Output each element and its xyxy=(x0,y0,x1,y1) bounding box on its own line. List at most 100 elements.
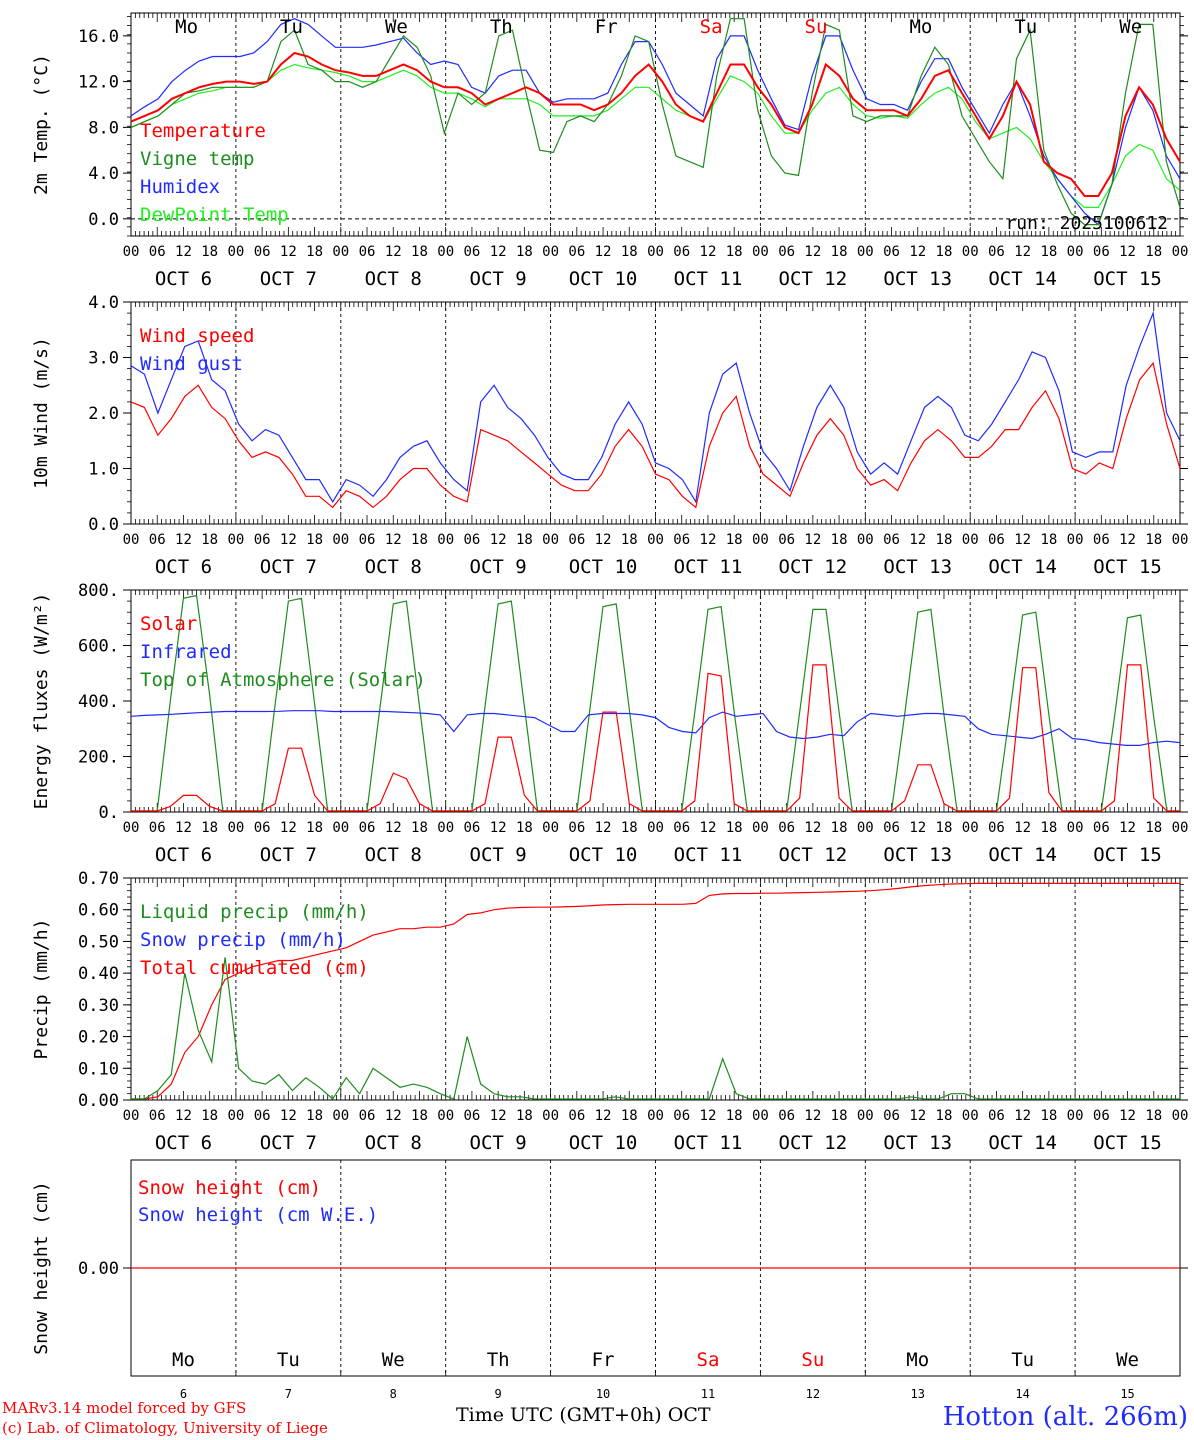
hour-label: 06 xyxy=(988,1108,1005,1124)
hour-label: 00 xyxy=(332,244,349,260)
hour-label: 12 xyxy=(909,244,926,260)
hour-label: 06 xyxy=(883,532,900,548)
date-label: OCT 14 xyxy=(988,844,1057,866)
hour-label: 18 xyxy=(516,244,533,260)
hour-label: 18 xyxy=(1145,244,1162,260)
hour-label: 12 xyxy=(909,1108,926,1124)
day-number-label: 11 xyxy=(701,1387,715,1401)
hour-label: 00 xyxy=(437,244,454,260)
hour-label: 06 xyxy=(149,820,166,836)
hour-label: 18 xyxy=(726,1108,743,1124)
weekday-label: Tu xyxy=(280,16,303,38)
y-tick-label: 0.30 xyxy=(78,996,119,1016)
hour-label: 12 xyxy=(280,820,297,836)
hour-label: 06 xyxy=(359,244,376,260)
hour-label: 18 xyxy=(831,820,848,836)
hour-label: 06 xyxy=(1093,1108,1110,1124)
hour-label: 00 xyxy=(437,820,454,836)
hour-label: 12 xyxy=(595,1108,612,1124)
weekday-label: Sa xyxy=(697,1349,720,1371)
hour-label: 12 xyxy=(1119,532,1136,548)
hour-label: 18 xyxy=(201,1108,218,1124)
date-label: OCT 10 xyxy=(569,556,638,578)
day-number-label: 9 xyxy=(495,1387,502,1401)
date-label: OCT 7 xyxy=(260,844,317,866)
hour-label: 12 xyxy=(175,820,192,836)
day-number-label: 15 xyxy=(1120,1387,1134,1401)
hour-label: 00 xyxy=(1172,1108,1189,1124)
hour-label: 12 xyxy=(1119,244,1136,260)
hour-label: 00 xyxy=(1067,244,1084,260)
chart-panel-temp: 0.0 4.0 8.0 12.0 16.0 2m Temp. (°C) Temperatur… xyxy=(31,12,1189,290)
hour-label: 12 xyxy=(1119,1108,1136,1124)
hour-label: 18 xyxy=(936,820,953,836)
series-line-dewpoint-temp xyxy=(130,63,1181,208)
lab-credit: (c) Lab. of Climatology, University of L… xyxy=(2,1419,328,1437)
hour-label: 00 xyxy=(857,820,874,836)
hour-label: 18 xyxy=(516,1108,533,1124)
legend-entry: DewPoint Temp xyxy=(140,204,289,226)
date-label: OCT 15 xyxy=(1093,268,1162,290)
hour-label: 06 xyxy=(1093,532,1110,548)
hour-label: 12 xyxy=(175,244,192,260)
weekday-label: Tu xyxy=(1014,16,1037,38)
hour-label: 00 xyxy=(1172,244,1189,260)
date-label: OCT 6 xyxy=(155,1132,212,1154)
legend-entry: Snow height (cm W.E.) xyxy=(138,1204,378,1226)
date-label: OCT 10 xyxy=(569,1132,638,1154)
hour-label: 00 xyxy=(857,1108,874,1124)
hour-label: 06 xyxy=(673,532,690,548)
legend-entry: Liquid precip (mm/h) xyxy=(140,901,369,923)
hour-label: 18 xyxy=(411,820,428,836)
hour-label: 18 xyxy=(726,244,743,260)
day-number-label: 6 xyxy=(180,1387,187,1401)
y-tick-label: 600. xyxy=(78,637,119,657)
date-label: OCT 11 xyxy=(674,268,743,290)
hour-label: 12 xyxy=(1014,820,1031,836)
date-label: OCT 6 xyxy=(155,556,212,578)
date-label: OCT 13 xyxy=(883,1132,952,1154)
hour-label: 00 xyxy=(962,1108,979,1124)
hour-label: 12 xyxy=(595,532,612,548)
hour-label: 00 xyxy=(752,244,769,260)
date-label: OCT 15 xyxy=(1093,1132,1162,1154)
hour-label: 12 xyxy=(909,820,926,836)
hour-label: 18 xyxy=(306,820,323,836)
weekday-label: Tu xyxy=(1011,1349,1034,1371)
weekday-label: We xyxy=(382,1349,405,1371)
hour-label: 12 xyxy=(909,532,926,548)
y-tick-label: 0.20 xyxy=(78,1028,119,1048)
legend-entry: Wind speed xyxy=(140,325,254,347)
series-line-wind-gust xyxy=(130,310,1181,504)
hour-label: 18 xyxy=(831,532,848,548)
date-label: OCT 12 xyxy=(779,1132,848,1154)
date-label: OCT 9 xyxy=(470,556,527,578)
hour-label: 06 xyxy=(883,1108,900,1124)
hour-label: 06 xyxy=(778,820,795,836)
weekday-label: Su xyxy=(801,1349,824,1371)
series-line-temperature xyxy=(130,51,1181,197)
hour-label: 12 xyxy=(700,1108,717,1124)
y-tick-label: 8.0 xyxy=(88,118,119,138)
legend-entry: Snow height (cm) xyxy=(138,1177,321,1199)
date-label: OCT 15 xyxy=(1093,556,1162,578)
day-number-label: 7 xyxy=(285,1387,292,1401)
hour-label: 00 xyxy=(1172,532,1189,548)
hour-label: 18 xyxy=(1145,820,1162,836)
hour-label: 12 xyxy=(385,1108,402,1124)
hour-label: 06 xyxy=(883,820,900,836)
hour-label: 18 xyxy=(1145,1108,1162,1124)
hour-label: 06 xyxy=(1093,244,1110,260)
date-label: OCT 9 xyxy=(470,844,527,866)
hour-label: 18 xyxy=(831,244,848,260)
hour-label: 06 xyxy=(254,1108,271,1124)
hour-label: 18 xyxy=(936,532,953,548)
date-label: OCT 11 xyxy=(674,556,743,578)
date-label: OCT 9 xyxy=(470,1132,527,1154)
legend-entry: Temperature xyxy=(140,120,266,142)
date-label: OCT 10 xyxy=(569,268,638,290)
hour-label: 12 xyxy=(700,244,717,260)
series-line-liquid-precip-mm-h- xyxy=(131,957,1180,1100)
hour-label: 00 xyxy=(542,1108,559,1124)
hour-label: 00 xyxy=(857,532,874,548)
